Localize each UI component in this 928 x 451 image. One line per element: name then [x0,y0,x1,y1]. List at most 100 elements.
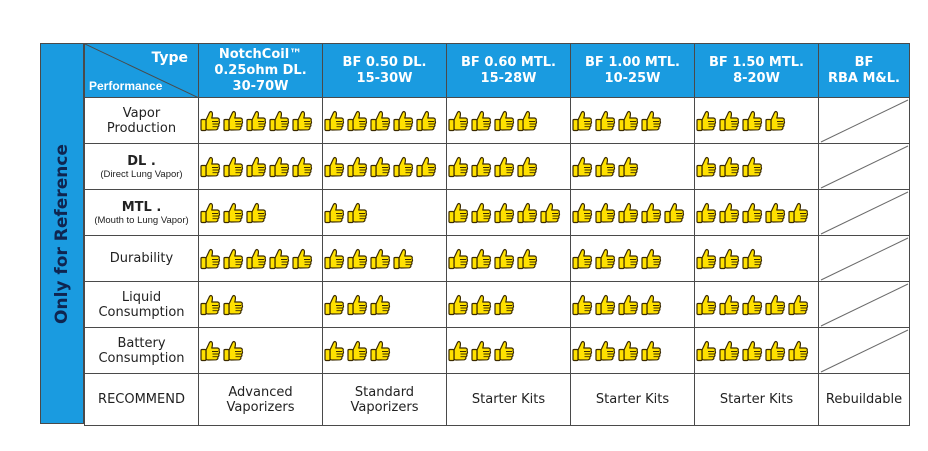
thumbs-up-icon [200,110,221,131]
column-header-line: 8-20W [733,70,780,86]
rating-cell [322,97,447,144]
thumbs-up-icon [347,294,368,315]
recommend-value: Standard Vaporizers [322,373,447,426]
thumbs-up-icon [572,156,593,177]
thumbs-up-icon [324,340,345,361]
thumbs-rating [571,201,694,225]
thumbs-up-icon [370,156,391,177]
thumbs-up-icon [200,248,221,269]
thumbs-up-icon [572,110,593,131]
thumbs-up-icon [200,294,221,315]
rating-cell [198,189,323,236]
column-header-line: BF 0.60 MTL. [461,54,556,70]
thumbs-up-icon [471,156,492,177]
rating-cell [570,189,695,236]
rating-cell [694,235,819,282]
thumbs-up-icon [494,340,515,361]
row-label-text: Production [106,120,177,136]
thumbs-up-icon [517,110,538,131]
performance-label: Performance [89,79,163,93]
thumbs-rating [199,109,322,133]
thumbs-up-icon [742,248,763,269]
thumbs-up-icon [269,248,290,269]
rating-cell-empty [818,327,910,374]
row-label-text: Vapor [122,105,161,121]
thumbs-rating [199,293,322,317]
thumbs-up-icon [471,110,492,131]
not-applicable-slash [820,329,909,373]
row-label-text: Consumption [98,350,185,366]
column-header-line: 15-30W [356,70,413,86]
thumbs-up-icon [641,340,662,361]
rating-cell [446,235,571,282]
rating-cell [570,327,695,374]
thumbs-up-icon [448,294,469,315]
thumbs-up-icon [742,340,763,361]
rating-cell [322,189,447,236]
rating-cell [570,143,695,190]
rating-cell [322,327,447,374]
thumbs-up-icon [324,294,345,315]
thumbs-up-icon [595,156,616,177]
thumbs-up-icon [540,202,561,223]
thumbs-up-icon [292,248,313,269]
thumbs-rating [199,247,322,271]
thumbs-up-icon [719,156,740,177]
row-label: Vapor Production [84,97,199,144]
thumbs-up-icon [572,248,593,269]
thumbs-up-icon [292,156,313,177]
row-label-subtitle: (Mouth to Lung Vapor) [94,214,189,226]
rating-cell [570,97,695,144]
thumbs-rating [323,293,446,317]
thumbs-up-icon [696,294,717,315]
column-header-line: BF 0.50 DL. [342,54,427,70]
thumbs-rating [571,247,694,271]
thumbs-rating [323,109,446,133]
thumbs-rating [199,201,322,225]
column-header: BF 1.50 MTL. 8-20W [694,43,819,98]
thumbs-up-icon [223,340,244,361]
thumbs-up-icon [788,202,809,223]
thumbs-up-icon [595,294,616,315]
thumbs-rating [695,247,818,271]
thumbs-up-icon [719,294,740,315]
rating-cell [322,143,447,190]
row-label: Liquid Consumption [84,281,199,328]
row-label-text: Battery [117,335,166,351]
thumbs-up-icon [664,202,685,223]
thumbs-up-icon [393,110,414,131]
thumbs-up-icon [324,110,345,131]
rating-cell [446,143,571,190]
column-header-line: BF 1.00 MTL. [585,54,680,70]
thumbs-up-icon [347,202,368,223]
thumbs-rating [447,201,570,225]
thumbs-up-icon [370,340,391,361]
not-applicable-slash [820,283,909,327]
thumbs-up-icon [742,110,763,131]
side-label-band: Only for Reference [40,43,84,424]
thumbs-rating [571,339,694,363]
thumbs-rating [199,339,322,363]
column-header: BF 1.00 MTL. 10-25W [570,43,695,98]
row-label: MTL . (Mouth to Lung Vapor) [84,189,199,236]
table-row: MTL . (Mouth to Lung Vapor) [84,189,910,236]
recommend-value-line: Starter Kits [471,392,546,407]
thumbs-rating [447,293,570,317]
thumbs-up-icon [572,340,593,361]
row-label-text: Liquid [121,289,162,305]
thumbs-up-icon [719,248,740,269]
table-row: Vapor Production [84,97,910,144]
column-header-line: RBA M&L. [827,70,900,86]
thumbs-up-icon [448,340,469,361]
thumbs-up-icon [471,248,492,269]
thumbs-up-icon [246,202,267,223]
type-label: Type [151,50,188,66]
thumbs-rating [695,293,818,317]
thumbs-up-icon [223,294,244,315]
column-header: BF 0.50 DL. 15-30W [322,43,447,98]
rating-cell [694,281,819,328]
thumbs-rating [323,247,446,271]
thumbs-up-icon [595,110,616,131]
thumbs-rating [199,155,322,179]
thumbs-up-icon [246,156,267,177]
